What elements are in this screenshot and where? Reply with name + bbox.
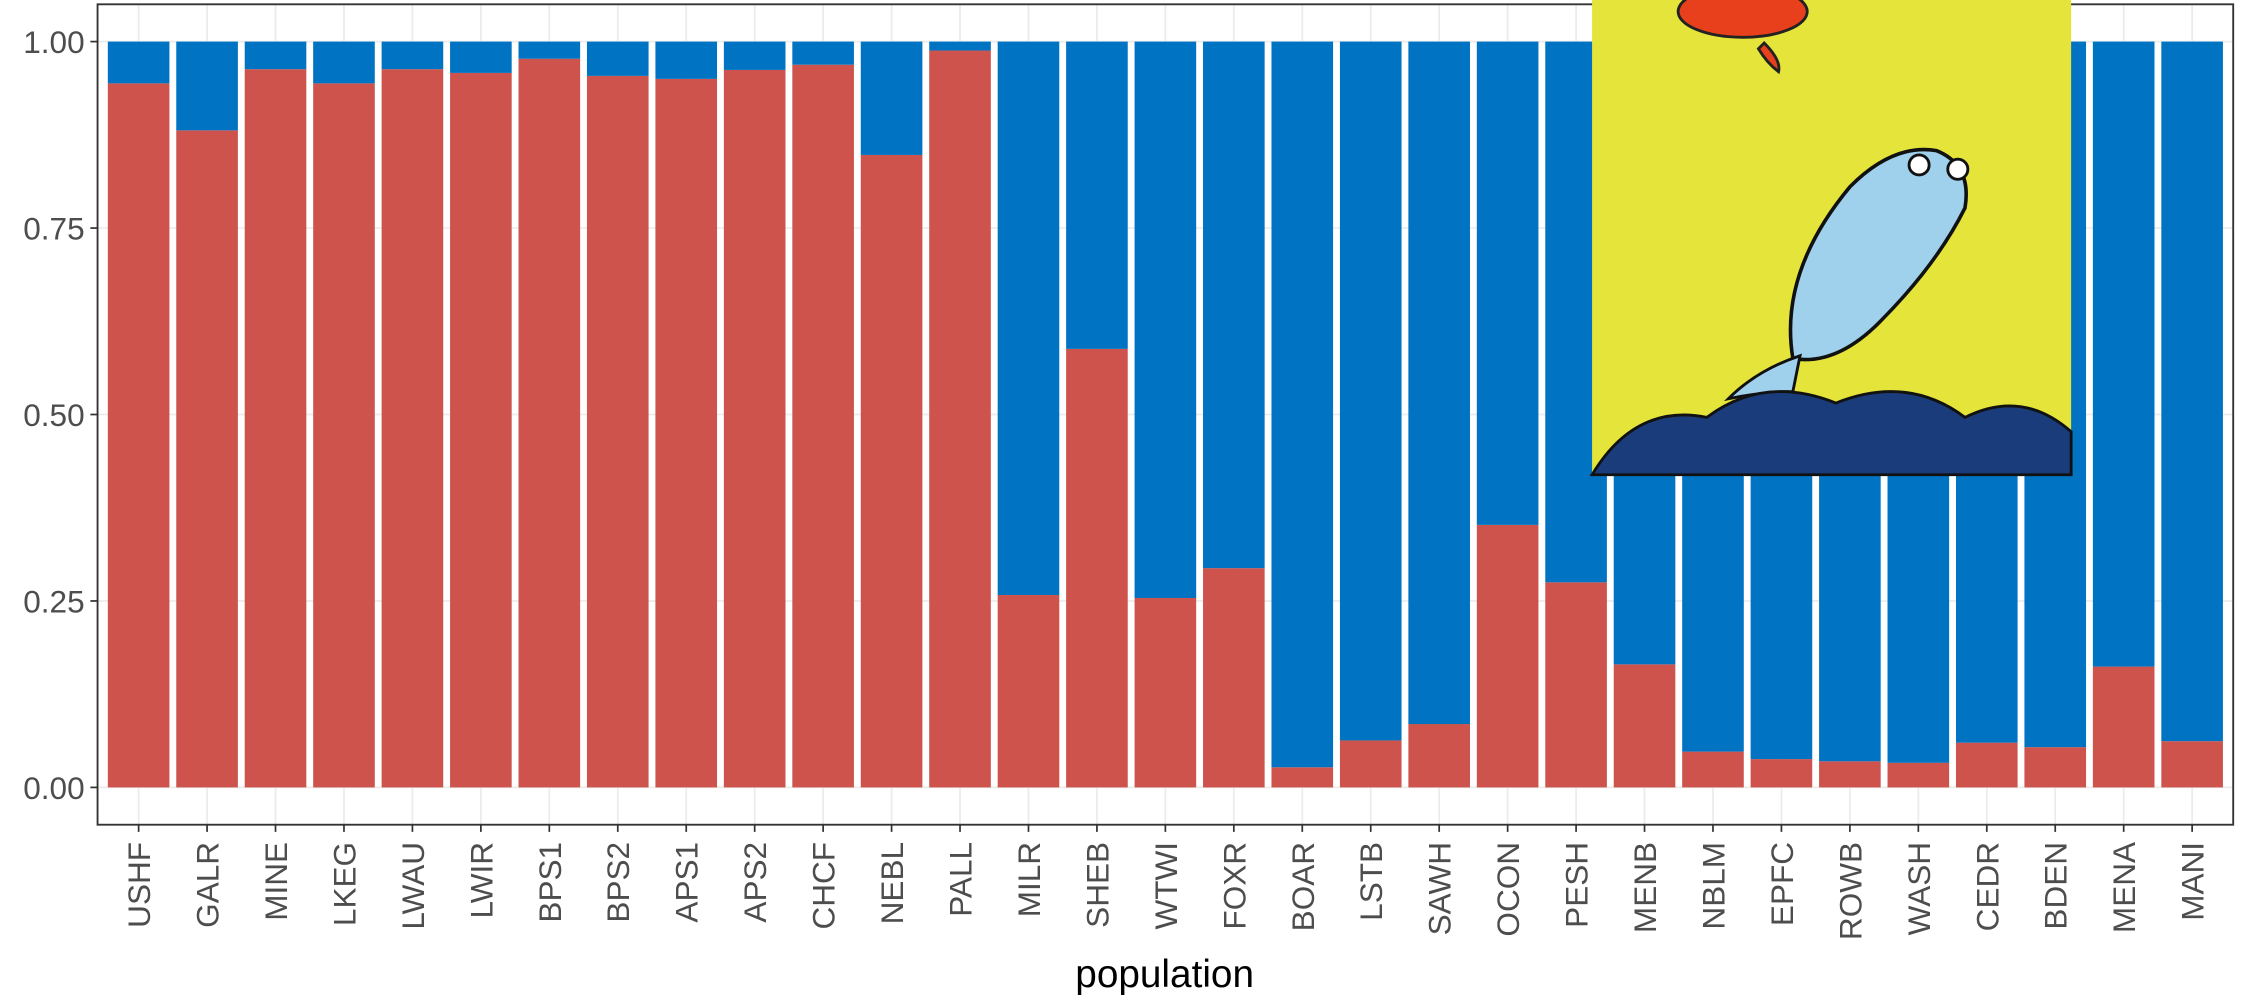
bar-segment xyxy=(724,70,786,787)
x-tick-label: PESH xyxy=(1559,842,1595,928)
x-tick-label: BDEN xyxy=(2038,842,2074,930)
bar-segment xyxy=(1135,598,1197,787)
x-tick-label: BPS2 xyxy=(600,842,636,923)
x-tick-label: BPS1 xyxy=(532,842,568,923)
bar-segment xyxy=(929,51,991,788)
x-tick-label: MILR xyxy=(1011,842,1047,917)
bar-segment xyxy=(1135,42,1197,598)
bar-segment xyxy=(2161,42,2223,742)
y-tick-label: 1.00 xyxy=(23,24,84,60)
bar-segment xyxy=(1066,349,1128,788)
x-tick-label: ROWB xyxy=(1832,842,1868,940)
bar-segment xyxy=(1408,724,1470,787)
x-tick-label: MINE xyxy=(258,842,294,921)
bar-segment xyxy=(245,69,307,787)
bar-segment xyxy=(1682,752,1744,788)
x-tick-label: GALR xyxy=(190,842,226,928)
x-tick-label: BOAR xyxy=(1285,842,1321,931)
bar-segment xyxy=(1203,42,1265,569)
bar-segment xyxy=(861,42,923,155)
y-tick-label: 0.00 xyxy=(23,770,84,806)
bar-segment xyxy=(861,155,923,787)
eye xyxy=(1909,155,1929,175)
bar-segment xyxy=(998,42,1060,595)
bar-segment xyxy=(1477,525,1539,788)
x-tick-label: APS1 xyxy=(669,842,705,923)
bar-segment xyxy=(587,42,649,76)
x-tick-label: LSTB xyxy=(1353,842,1389,921)
bar-segment xyxy=(313,42,375,84)
bar-segment xyxy=(724,42,786,70)
x-tick-label: NBLM xyxy=(1695,842,1731,930)
bar-segment xyxy=(1271,42,1333,768)
bar-segment xyxy=(176,130,238,787)
bar-segment xyxy=(382,69,444,787)
x-axis-title: population xyxy=(1075,953,1254,996)
bar-segment xyxy=(1271,767,1333,787)
bar-segment xyxy=(1477,42,1539,525)
y-tick-label: 0.75 xyxy=(23,211,84,247)
bar-segment xyxy=(1751,759,1813,787)
bar-segment xyxy=(1888,763,1950,788)
chart: 0.00 0.25 0.50 0.75 1.00 USHF GALR MINE LKEG LWAU… xyxy=(0,0,2249,1004)
bar-segment xyxy=(382,42,444,70)
bar-segment xyxy=(1408,42,1470,724)
page: {"chart_data": {"type": "stacked-bar", "… xyxy=(0,0,2249,1004)
x-tick-label: LWAU xyxy=(395,842,431,930)
bar-segment xyxy=(2093,667,2155,788)
x-tick-label: MENB xyxy=(1627,842,1663,933)
bar-segment xyxy=(1340,42,1402,741)
x-tick-label: NEBL xyxy=(874,842,910,924)
x-tick-label: MANI xyxy=(2175,842,2211,921)
bar-segment xyxy=(2093,42,2155,667)
bar-segment xyxy=(655,79,717,788)
bar-segment xyxy=(587,76,649,788)
bar-segment xyxy=(1203,568,1265,787)
inset-illustration xyxy=(1592,0,2071,475)
x-tick-label: FOXR xyxy=(1216,842,1252,930)
x-tick-label: MENA xyxy=(2106,842,2142,933)
bar-segment xyxy=(792,42,854,65)
y-tick-label: 0.50 xyxy=(23,397,84,433)
x-tick-label: WTWI xyxy=(1148,842,1184,930)
y-tick-label: 0.25 xyxy=(23,583,84,619)
bar-segment xyxy=(313,83,375,787)
bar-segment xyxy=(450,73,512,788)
bar-segment xyxy=(1819,761,1881,787)
bar-segment xyxy=(519,59,581,788)
bar-segment xyxy=(519,42,581,59)
x-tick-label: OCON xyxy=(1490,842,1526,937)
eye xyxy=(1948,159,1968,179)
x-tick-label: WASH xyxy=(1901,842,1937,935)
x-tick-label: APS2 xyxy=(737,842,773,923)
bar-segment xyxy=(1614,664,1676,787)
x-tick-label: LWIR xyxy=(463,842,499,919)
x-tick-label: LKEG xyxy=(326,842,362,926)
x-tick-label: SHEB xyxy=(1079,842,1115,928)
bar-segment xyxy=(108,83,170,787)
bar-segment xyxy=(450,42,512,73)
bar-segment xyxy=(245,42,307,70)
bar-segment xyxy=(1956,743,2018,788)
x-tick-label: CEDR xyxy=(1969,842,2005,931)
bar-segment xyxy=(2024,747,2086,787)
x-tick-label: USHF xyxy=(121,842,157,928)
bar-segment xyxy=(1340,740,1402,787)
bar-segment xyxy=(1066,42,1128,349)
bar-segment xyxy=(929,42,991,51)
bar-segment xyxy=(1545,582,1607,787)
bar-segment xyxy=(2161,741,2223,787)
bar-segment xyxy=(998,595,1060,787)
bar-segment xyxy=(792,65,854,788)
x-tick-label: CHCF xyxy=(806,842,842,930)
bar-segment xyxy=(176,42,238,131)
x-tick-label: EPFC xyxy=(1764,842,1800,926)
bar-segment xyxy=(108,42,170,84)
x-tick-label: PALL xyxy=(943,842,979,917)
bar-segment xyxy=(655,42,717,79)
x-tick-label: SAWH xyxy=(1422,842,1458,935)
